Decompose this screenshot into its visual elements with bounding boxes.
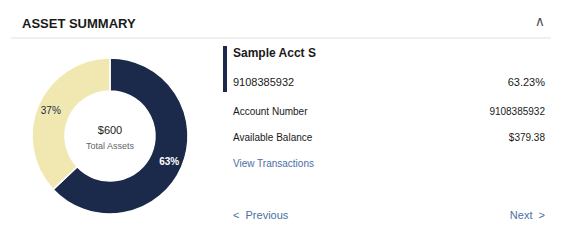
svg-text:$379.38: $379.38 bbox=[509, 132, 546, 143]
svg-text:$600: $600 bbox=[98, 124, 122, 136]
svg-text:63.23%: 63.23% bbox=[508, 76, 546, 88]
svg-text:9108385932: 9108385932 bbox=[489, 106, 545, 117]
svg-text:ASSET SUMMARY: ASSET SUMMARY bbox=[22, 16, 136, 31]
svg-text:∧: ∧ bbox=[535, 13, 545, 29]
svg-text:Sample Acct S: Sample Acct S bbox=[233, 46, 316, 60]
svg-text:9108385932: 9108385932 bbox=[233, 76, 294, 88]
svg-text:View Transactions: View Transactions bbox=[233, 158, 314, 169]
svg-text:Total Assets: Total Assets bbox=[86, 141, 135, 151]
svg-text:63%: 63% bbox=[159, 156, 179, 167]
svg-text:Available Balance: Available Balance bbox=[233, 132, 313, 143]
svg-text:< Previous: < Previous bbox=[233, 209, 289, 221]
svg-text:37%: 37% bbox=[41, 105, 61, 116]
svg-text:Account Number: Account Number bbox=[233, 106, 308, 117]
svg-text:Next >: Next > bbox=[510, 209, 545, 221]
